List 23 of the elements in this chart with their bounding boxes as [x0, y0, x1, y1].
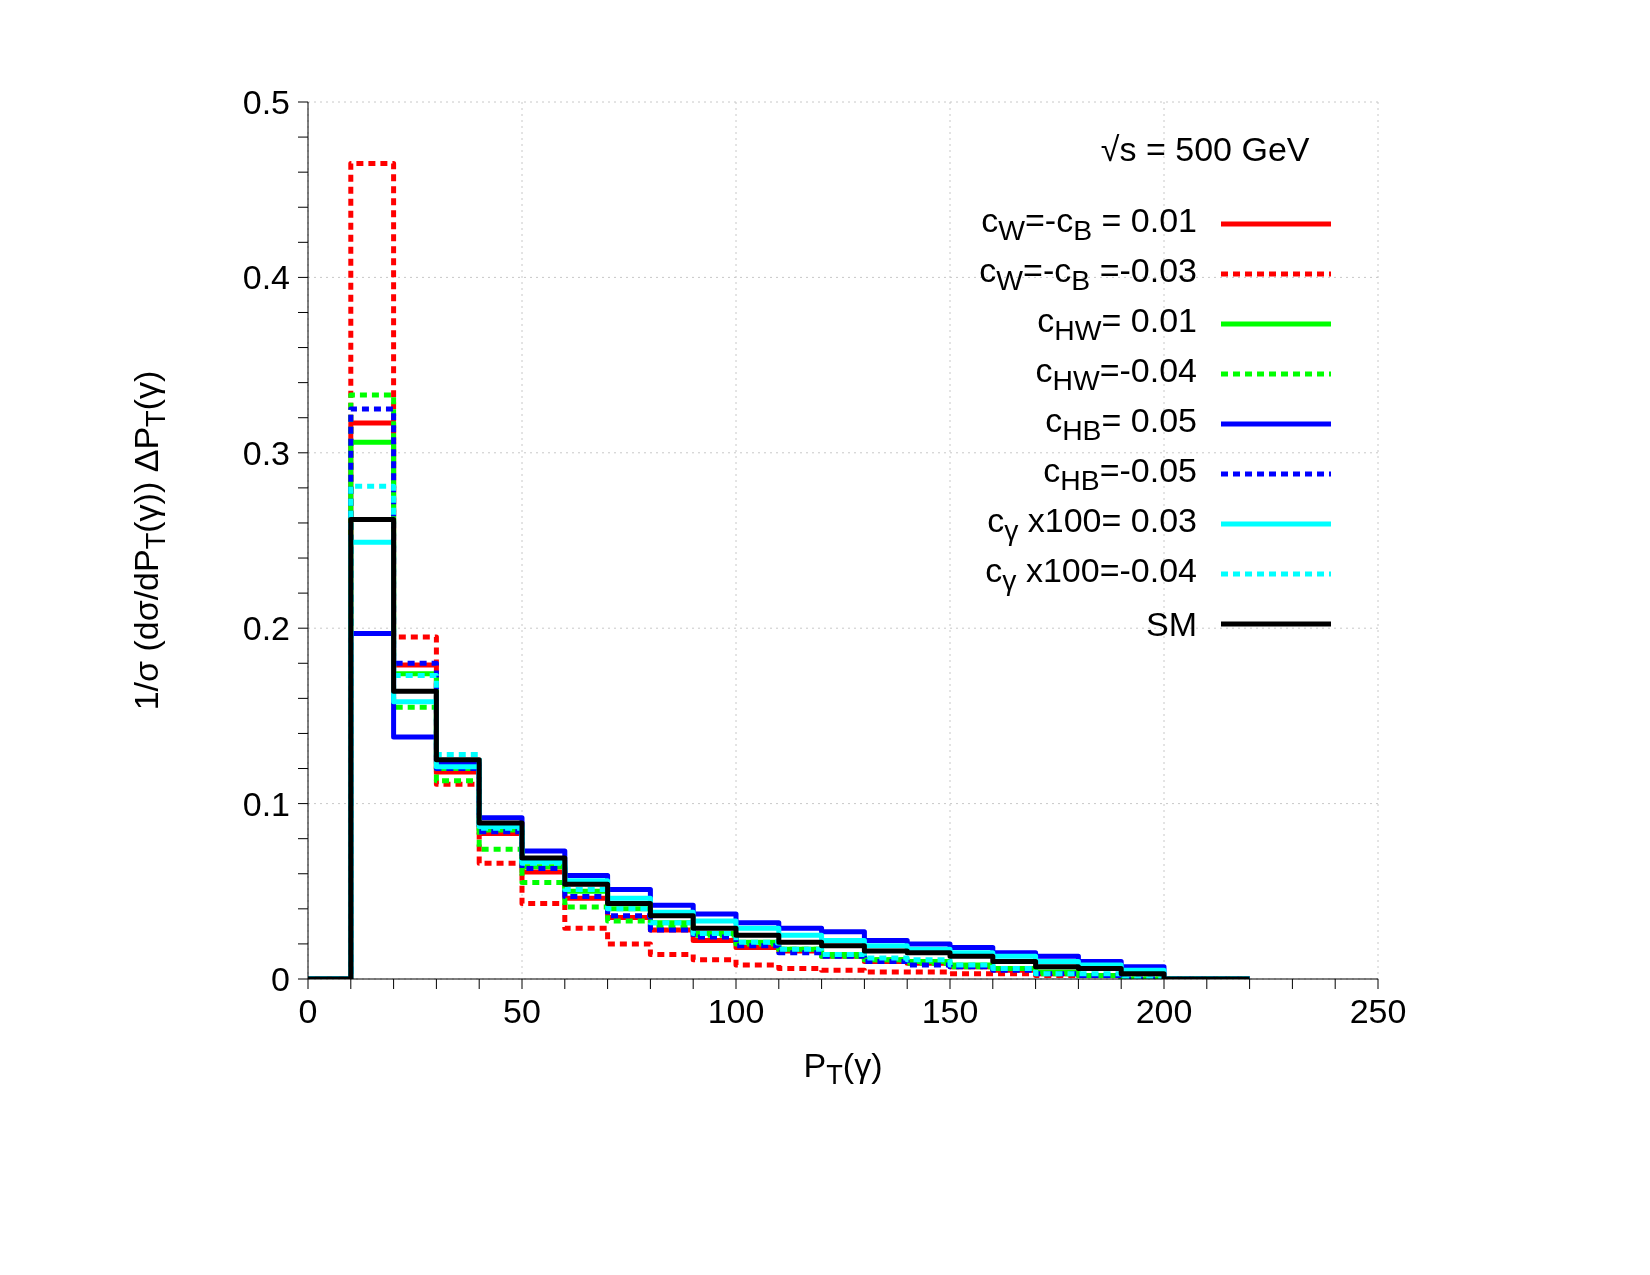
- x-axis-title: P$_{T}$(γ): [803, 1046, 883, 1090]
- x-tick-label: 200: [1135, 992, 1193, 1031]
- y-tick-label: 0.5: [242, 83, 290, 122]
- legend-label: c$_{HB}$=-0.05: [1043, 451, 1197, 497]
- legend-label: c$_{γ}$ x100= 0.03: [987, 501, 1197, 547]
- x-tick-label: 100: [707, 992, 765, 1031]
- legend-label: c$_{W}$=-c$_{B}$ = 0.01: [981, 201, 1197, 247]
- y-tick-label: 0.1: [242, 784, 290, 823]
- y-tick-label: 0.4: [242, 258, 290, 297]
- x-tick-label: 250: [1349, 992, 1407, 1031]
- x-tick-label: 150: [921, 992, 979, 1031]
- x-tick-label: 0: [298, 992, 318, 1031]
- legend-label: c$_{HW}$=-0.04: [1035, 351, 1197, 397]
- y-tick-label: 0.2: [242, 609, 290, 648]
- legend-label: c$_{W}$=-c$_{B}$ =-0.03: [979, 251, 1197, 297]
- legend-label: c$_{HW}$= 0.01: [1037, 301, 1197, 347]
- y-tick-label: 0.3: [242, 433, 290, 472]
- legend-label: c$_{γ}$ x100=-0.04: [985, 551, 1197, 597]
- legend-label: c$_{HB}$= 0.05: [1045, 401, 1197, 447]
- legend-title: √s = 500 GeV: [1099, 130, 1311, 169]
- x-tick-label: 50: [503, 992, 541, 1031]
- legend-label: SM: [1146, 604, 1197, 644]
- y-tick-label: 0: [271, 960, 290, 999]
